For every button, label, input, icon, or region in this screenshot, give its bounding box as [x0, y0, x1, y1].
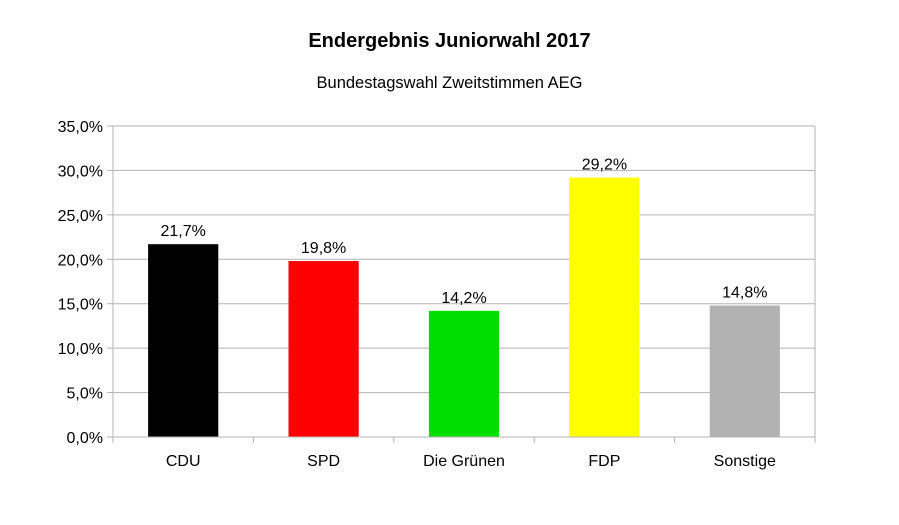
x-tick-label: Die Grünen: [423, 453, 505, 470]
data-label: 19,8%: [301, 240, 346, 257]
bar-fdp: [569, 177, 640, 437]
chart-subtitle: Bundestagswahl Zweitstimmen AEG: [316, 74, 583, 92]
data-label: 21,7%: [161, 223, 206, 240]
y-tick-label: 10,0%: [58, 341, 103, 358]
chart-title: Endergebnis Juniorwahl 2017: [308, 30, 591, 52]
x-tick-label: CDU: [166, 453, 201, 470]
bar-spd: [288, 261, 359, 437]
y-tick-label: 15,0%: [58, 297, 103, 314]
data-label: 14,8%: [722, 284, 767, 301]
x-tick-label: SPD: [307, 453, 340, 470]
y-tick-label: 25,0%: [58, 208, 103, 225]
y-tick-label: 0,0%: [67, 430, 103, 447]
y-tick-label: 20,0%: [58, 252, 103, 269]
y-tick-label: 5,0%: [67, 386, 103, 403]
data-label: 29,2%: [582, 157, 627, 174]
bar-cdu: [148, 244, 219, 437]
bar-die-gr-nen: [428, 310, 500, 437]
y-tick-label: 30,0%: [58, 163, 103, 180]
x-tick-label: FDP: [588, 453, 620, 470]
x-tick-label: Sonstige: [714, 453, 776, 470]
y-tick-label: 35,0%: [58, 119, 103, 136]
data-label: 14,2%: [441, 290, 486, 307]
bar-sonstige: [709, 305, 780, 437]
